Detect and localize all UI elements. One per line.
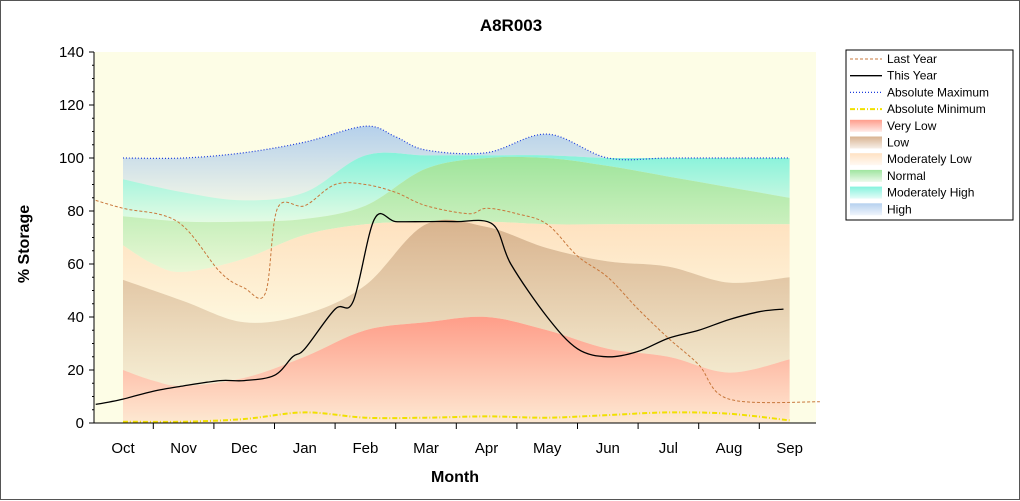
x-tick-label: May: [533, 440, 562, 457]
legend-swatch: [850, 153, 882, 166]
legend-label: Last Year: [887, 52, 937, 66]
band-high: [123, 126, 790, 201]
legend-item-low: Low: [850, 136, 909, 150]
x-tick-label: Jul: [659, 440, 678, 457]
legend-item-absolute-minimum: Absolute Minimum: [850, 102, 986, 116]
legend-swatch: [850, 169, 882, 182]
legend: Last Year This Year Absolute Maximum Absolu…: [845, 49, 1014, 221]
x-tick-label: Jan: [293, 440, 317, 457]
x-axis-title: Month: [431, 469, 479, 486]
x-tick-label: Oct: [111, 440, 135, 457]
x-tick-label: Mar: [413, 440, 439, 457]
legend-item-very-low: Very Low: [850, 119, 937, 133]
axes-layer: 0 20 40 60 80 100 120 140 Oct Nov Dec Jan Feb Mar Apr M…: [59, 44, 816, 457]
legend-label: Moderately Low: [887, 152, 972, 166]
band-moderately-high: [123, 152, 790, 223]
legend-label: Absolute Minimum: [887, 102, 986, 116]
x-tick-label: Aug: [716, 440, 743, 457]
bands-layer: [123, 126, 790, 423]
legend-item-this-year: This Year: [850, 69, 937, 83]
y-tick-label: 100: [59, 150, 84, 167]
legend-label: This Year: [887, 69, 937, 83]
legend-label: Low: [887, 136, 909, 150]
y-tick-label: 140: [59, 44, 84, 61]
y-tick-label: 0: [76, 415, 84, 432]
band-low: [123, 219, 790, 386]
legend-item-moderately-low: Moderately Low: [850, 152, 972, 166]
x-tick-label: Sep: [776, 440, 803, 457]
legend-item-normal: Normal: [850, 169, 926, 183]
y-tick-label: 40: [67, 309, 84, 326]
legend-label: High: [887, 202, 912, 216]
legend-swatch: [850, 119, 882, 132]
y-axis-title: % Storage: [16, 205, 33, 283]
legend-item-absolute-maximum: Absolute Maximum: [850, 85, 989, 99]
series-last-year: [95, 182, 820, 404]
y-tick-label: 20: [67, 362, 84, 379]
band-normal: [123, 156, 790, 273]
chart-title: A8R003: [480, 16, 542, 35]
legend-label: Moderately High: [887, 186, 974, 200]
series-this-year: [95, 213, 784, 406]
legend-item-high: High: [850, 202, 912, 216]
legend-label: Very Low: [887, 119, 937, 133]
x-tick-label: Feb: [352, 440, 378, 457]
series-layer: [95, 125, 820, 423]
x-tick-label: Jun: [596, 440, 620, 457]
legend-label: Normal: [887, 169, 926, 183]
x-tick-label: Nov: [170, 440, 197, 457]
y-tick-label: 60: [67, 256, 84, 273]
x-tick-label: Dec: [231, 440, 258, 457]
legend-item-last-year: Last Year: [850, 52, 937, 66]
legend-swatch: [850, 203, 882, 216]
series-absolute-minimum: [122, 411, 790, 423]
y-tick-label: 120: [59, 97, 84, 114]
x-tick-label: Apr: [475, 440, 498, 457]
y-tick-label: 80: [67, 203, 84, 220]
legend-swatch: [850, 186, 882, 199]
legend-item-moderately-high: Moderately High: [850, 186, 974, 200]
legend-swatch: [850, 136, 882, 149]
legend-label: Absolute Maximum: [887, 85, 989, 99]
band-moderately-low: [123, 219, 790, 323]
band-very-low: [123, 316, 790, 423]
